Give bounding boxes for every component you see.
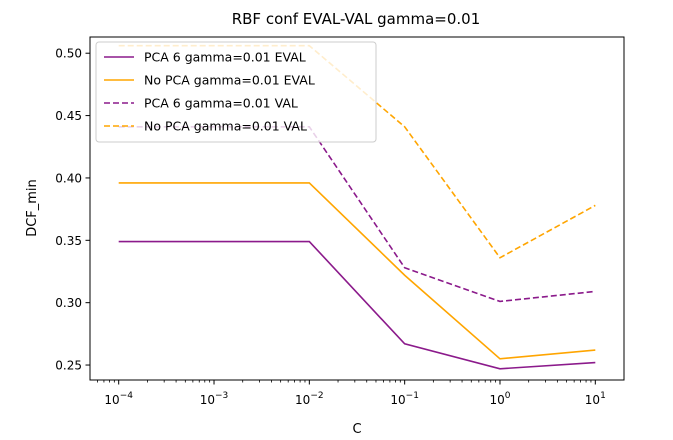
series-line-3: [118, 126, 596, 303]
x-axis-label: C: [352, 422, 361, 437]
x-tick-label: 100: [489, 391, 510, 407]
y-axis-label: DCF_min: [25, 179, 40, 237]
x-tick-label: 10−3: [200, 391, 229, 407]
legend-box: [95, 41, 377, 143]
legend-label: PCA 6 gamma=0.01 VAL: [144, 96, 298, 111]
legend: PCA 6 gamma=0.01 EVAL No PCA gamma=0.01 E…: [95, 41, 377, 143]
x-tick-label: 101: [585, 391, 606, 407]
y-tick-label: 0.35: [55, 234, 82, 248]
y-tick-label: 0.45: [55, 109, 82, 123]
x-tick-label: 10−2: [295, 391, 324, 407]
x-minor-ticks: [97, 380, 592, 383]
y-tick-label: 0.25: [55, 359, 82, 373]
chart-title: RBF conf EVAL-VAL gamma=0.01: [232, 10, 481, 28]
series-line-2: [118, 182, 596, 360]
y-tick-label: 0.40: [55, 171, 82, 185]
y-axis-ticks: 0.25 0.30 0.35 0.40 0.45 0.50: [55, 47, 90, 373]
legend-label: No PCA gamma=0.01 EVAL: [144, 73, 315, 88]
series-line-1: [118, 240, 596, 370]
legend-label: No PCA gamma=0.01 VAL: [144, 119, 307, 134]
plot-area: [89, 36, 625, 381]
y-tick-label: 0.30: [55, 296, 82, 310]
x-tick-label: 10−4: [104, 391, 133, 407]
x-axis-ticks: 10−4 10−3 10−2 10−1 100 101: [104, 380, 606, 407]
y-tick-label: 0.50: [55, 47, 82, 61]
legend-label: PCA 6 gamma=0.01 EVAL: [144, 50, 306, 65]
x-tick-label: 10−1: [390, 391, 419, 407]
